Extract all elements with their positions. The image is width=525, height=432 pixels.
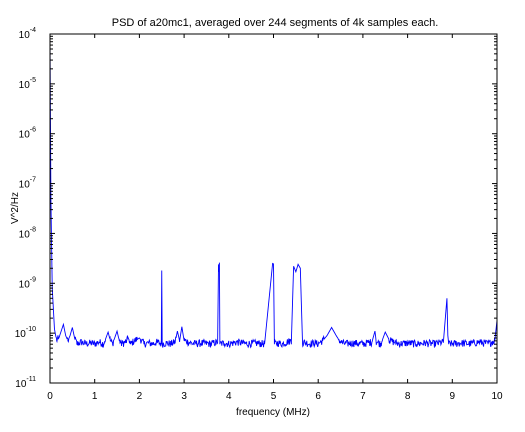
y-axis-label: V^2/Hz [10,192,21,224]
x-tick-label: 2 [137,391,143,402]
psd-series-line [49,36,498,349]
y-tick-label: 10-9 [19,276,36,290]
y-tick-label: 10-10 [15,326,36,340]
y-tick-label: 10-8 [19,226,36,240]
y-tick-label: 10-6 [19,127,36,141]
x-tick-label: 0 [47,391,53,402]
x-tick-label: 9 [450,391,456,402]
y-tick-label: 10-4 [19,27,36,41]
y-tick-label: 10-7 [19,177,36,191]
x-tick-label: 4 [226,391,232,402]
y-tick-label: 10-11 [15,376,36,390]
x-tick-label: 5 [271,391,277,402]
x-tick-label: 3 [181,391,187,402]
x-tick-label: 1 [92,391,98,402]
x-axis-label: frequency (MHz) [236,407,310,418]
chart-title: PSD of a20mc1, averaged over 244 segment… [112,17,439,29]
series-layer [49,36,498,349]
x-tick-label: 8 [405,391,411,402]
x-axis: 0 1 2 3 4 5 6 7 8 9 10 [47,34,503,402]
x-tick-label: 6 [315,391,321,402]
y-tick-label: 10-5 [19,77,36,91]
y-axis: 10-11 10-10 10-9 10-8 10-7 10-6 10-5 10-4 [15,27,497,390]
x-tick-label: 7 [360,391,366,402]
x-tick-label: 10 [491,391,503,402]
